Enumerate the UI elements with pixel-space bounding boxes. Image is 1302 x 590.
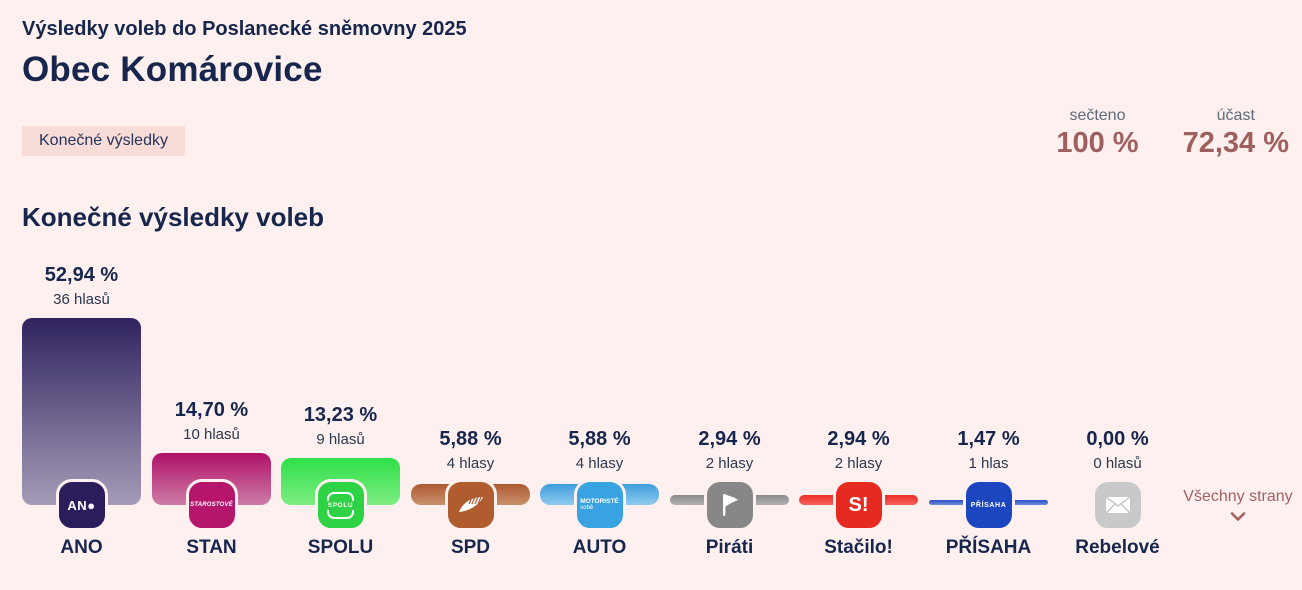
- party-percent: 52,94 %: [44, 264, 119, 286]
- party-column-SPD: 5,88 % 4 hlasy SPD: [411, 240, 530, 590]
- spd-wing-logo: [444, 479, 497, 531]
- party-column-Rebelové: 0,00 % 0 hlasů Rebelové: [1058, 240, 1177, 590]
- party-percent: 2,94 %: [827, 428, 890, 450]
- spolu-logo-text: SPOLU: [323, 500, 358, 510]
- stacilo-logo-text: S!: [848, 493, 869, 516]
- party-result-labels: 1,47 % 1 hlas: [929, 428, 1048, 472]
- auto-logo-text: MOTORISTÉ sobě: [580, 498, 619, 512]
- stat-turnout: účast 72,34 %: [1183, 107, 1289, 158]
- party-percent: 1,47 %: [957, 428, 1020, 450]
- party-votes: 0 hlasů: [1093, 455, 1142, 472]
- party-percent: 14,70 %: [174, 399, 249, 421]
- party-result-labels: 0,00 % 0 hlasů: [1058, 428, 1177, 472]
- party-result-labels: 52,94 % 36 hlasů: [22, 264, 141, 308]
- summary-stats: sečteno 100 % účast 72,34 %: [1056, 107, 1289, 158]
- party-result-labels: 2,94 % 2 hlasy: [799, 428, 918, 472]
- party-name: Piráti: [705, 537, 754, 558]
- party-result-labels: 13,23 % 9 hlasů: [281, 404, 400, 448]
- stat-counted-value: 100 %: [1056, 127, 1139, 159]
- all-parties-toggle[interactable]: Všechny strany: [1172, 488, 1302, 526]
- party-name: SPOLU: [307, 537, 374, 558]
- auto-logo: MOTORISTÉ sobě: [573, 479, 626, 531]
- party-column-SPOLU: 13,23 % 9 hlasů SPOLU SPOLU: [281, 240, 400, 590]
- party-votes: 4 hlasy: [575, 455, 624, 472]
- pirate-flag-icon: [722, 494, 738, 516]
- stacilo-logo: S!: [832, 479, 885, 531]
- prisaha-logo: PŘÍSAHA: [962, 479, 1015, 531]
- envelope-logo: [1091, 479, 1144, 531]
- party-name: SPD: [450, 537, 491, 558]
- ano-logo: AN●: [55, 479, 108, 531]
- party-column-Piráti: 2,94 % 2 hlasy Piráti: [670, 240, 789, 590]
- stan-logo-text: STAROSTOVÉ: [190, 502, 233, 508]
- party-percent: 13,23 %: [303, 404, 378, 426]
- ano-logo-text: AN●: [67, 497, 96, 513]
- party-name: AUTO: [572, 537, 627, 558]
- stat-counted: sečteno 100 %: [1056, 107, 1138, 158]
- party-bar: [22, 318, 141, 505]
- party-percent: 5,88 %: [439, 428, 502, 450]
- party-name: STAN: [186, 537, 237, 558]
- party-percent: 5,88 %: [568, 428, 631, 450]
- page-title: Obec Komárovice: [22, 50, 323, 89]
- party-name: PŘÍSAHA: [945, 537, 1032, 558]
- party-name: ANO: [60, 537, 103, 558]
- party-column-Stačilo!: 2,94 % 2 hlasy S! Stačilo!: [799, 240, 918, 590]
- party-name: Stačilo!: [824, 537, 893, 558]
- party-result-labels: 5,88 % 4 hlasy: [411, 428, 530, 472]
- spd-wing-icon: [458, 496, 483, 512]
- section-heading: Konečné výsledky voleb: [22, 202, 325, 232]
- party-result-labels: 5,88 % 4 hlasy: [540, 428, 659, 472]
- party-percent: 2,94 %: [698, 428, 761, 450]
- party-column-PŘÍSAHA: 1,47 % 1 hlas PŘÍSAHA PŘÍSAHA: [929, 240, 1048, 590]
- party-result-labels: 14,70 % 10 hlasů: [152, 399, 271, 443]
- stat-turnout-value: 72,34 %: [1182, 127, 1289, 159]
- party-votes: 36 hlasů: [53, 291, 110, 308]
- final-results-badge: Konečné výsledky: [22, 126, 185, 156]
- all-parties-label: Všechny strany: [1183, 488, 1293, 505]
- party-votes: 2 hlasy: [834, 455, 883, 472]
- party-votes: 4 hlasy: [446, 455, 495, 472]
- party-votes: 1 hlas: [968, 455, 1009, 472]
- election-subtitle: Výsledky voleb do Poslanecké sněmovny 20…: [22, 18, 467, 40]
- envelope-icon: [1104, 496, 1131, 514]
- party-percent: 0,00 %: [1086, 428, 1149, 450]
- party-votes: 9 hlasů: [316, 431, 365, 448]
- pirate-flag-logo: [703, 479, 756, 531]
- stat-turnout-label: účast: [1216, 107, 1255, 124]
- party-votes: 10 hlasů: [183, 426, 240, 443]
- stat-counted-label: sečteno: [1069, 107, 1126, 124]
- results-bar-chart: 52,94 % 36 hlasů AN● ANO 14,70 % 10 hlasů STAR…: [22, 240, 1292, 590]
- prisaha-logo-text: PŘÍSAHA: [970, 501, 1007, 509]
- party-column-STAN: 14,70 % 10 hlasů STAROSTOVÉ STAN: [152, 240, 271, 590]
- spolu-logo-frame: SPOLU: [323, 491, 358, 519]
- chevron-down-icon: [1230, 512, 1246, 521]
- party-result-labels: 2,94 % 2 hlasy: [670, 428, 789, 472]
- party-votes: 2 hlasy: [705, 455, 754, 472]
- party-name: Rebelové: [1075, 537, 1160, 558]
- party-column-ANO: 52,94 % 36 hlasů AN● ANO: [22, 240, 141, 590]
- spolu-logo: SPOLU: [314, 479, 367, 531]
- party-column-AUTO: 5,88 % 4 hlasy MOTORISTÉ sobě AUTO: [540, 240, 659, 590]
- stan-logo: STAROSTOVÉ: [185, 479, 238, 531]
